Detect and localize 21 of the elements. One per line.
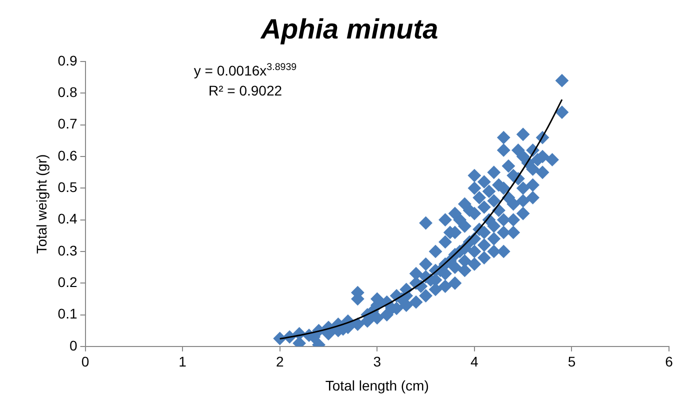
x-axis-title: Total length (cm) [325, 377, 429, 394]
y-tick-label: 0.4 [58, 210, 78, 227]
y-tick-label: 0.3 [58, 242, 78, 258]
y-tick-label: 0.1 [58, 306, 78, 322]
x-tick-label: 0 [81, 354, 90, 370]
y-tick-label: 0.8 [58, 84, 78, 100]
y-tick-label: 0 [69, 337, 78, 354]
y-tick-label: 0.9 [58, 52, 78, 68]
x-tick-label: 2 [276, 354, 284, 370]
chart-title: Aphia minuta [260, 14, 438, 45]
annotation: R² = 0.9022 [208, 82, 282, 99]
x-tick-label: 6 [665, 354, 674, 370]
x-tick-label: 4 [470, 354, 479, 370]
x-tick-label: 1 [178, 354, 187, 370]
y-tick-label: 0.6 [58, 147, 78, 164]
y-tick-label: 0.2 [58, 274, 78, 290]
x-tick-label: 3 [373, 354, 382, 370]
x-tick-label: 5 [568, 354, 576, 370]
y-tick-label: 0.7 [58, 116, 78, 132]
y-axis-title: Total weight (gr) [33, 154, 50, 254]
y-tick-label: 0.5 [58, 179, 78, 196]
